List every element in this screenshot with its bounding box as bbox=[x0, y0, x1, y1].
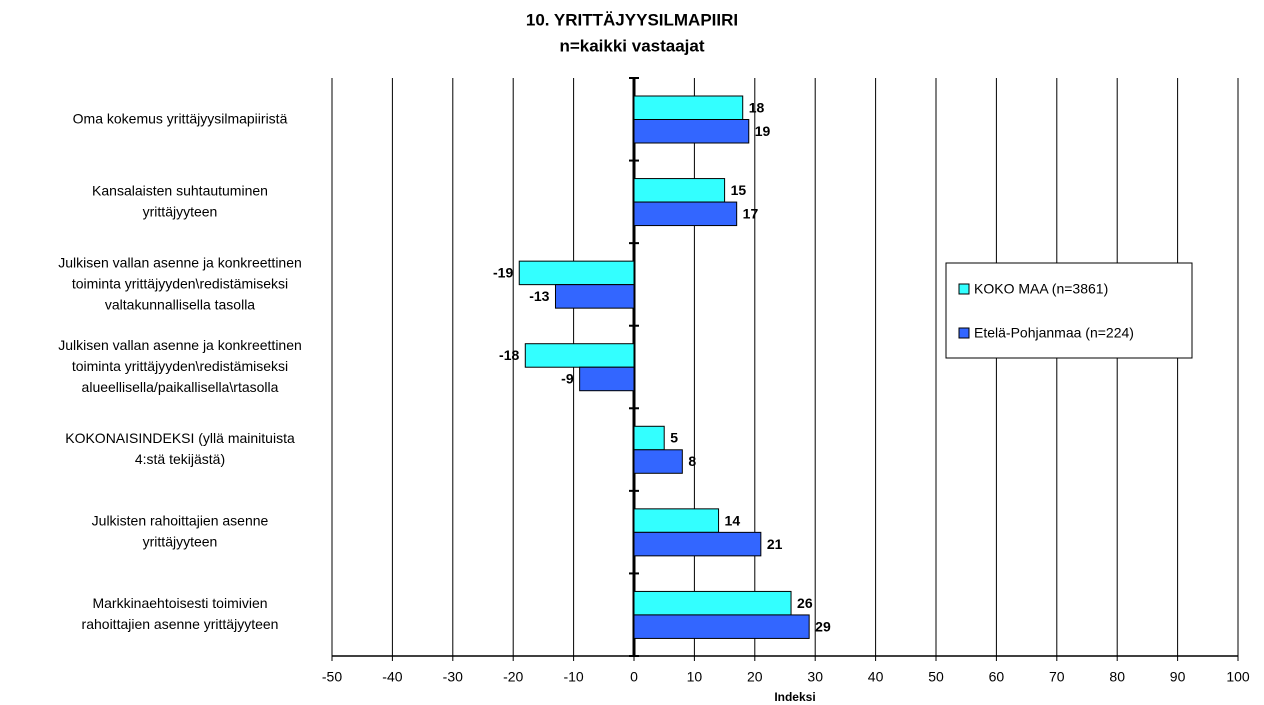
bar bbox=[524, 343, 635, 368]
bar bbox=[518, 260, 635, 286]
data-label: 8 bbox=[688, 453, 696, 469]
bar bbox=[633, 449, 683, 474]
data-label: 21 bbox=[767, 536, 783, 552]
x-tick-label: 100 bbox=[1226, 669, 1250, 685]
bar bbox=[633, 178, 726, 203]
data-label: 17 bbox=[743, 206, 759, 222]
data-label: -9 bbox=[561, 371, 574, 387]
data-label: 14 bbox=[725, 512, 741, 528]
x-tick-label: -20 bbox=[503, 669, 523, 685]
x-tick-label: 70 bbox=[1049, 669, 1065, 685]
legend-label: Etelä-Pohjanmaa (n=224) bbox=[974, 325, 1134, 341]
x-tick-label: -10 bbox=[563, 669, 583, 685]
x-tick-label: 40 bbox=[868, 669, 884, 685]
x-tick-label: 0 bbox=[630, 669, 638, 685]
x-tick-label: -50 bbox=[322, 669, 342, 685]
bar bbox=[579, 366, 635, 392]
y-tick-label: Julkisen vallan asenne ja konkreettinen t… bbox=[58, 337, 302, 395]
x-tick-label: 90 bbox=[1170, 669, 1186, 685]
x-tick-label: -40 bbox=[382, 669, 402, 685]
x-tick-label: 10 bbox=[687, 669, 703, 685]
bar bbox=[633, 531, 762, 557]
x-tick-label: 20 bbox=[747, 669, 763, 685]
data-label: -13 bbox=[529, 288, 549, 304]
x-axis-label: Indeksi bbox=[774, 690, 815, 704]
bar bbox=[633, 425, 665, 451]
legend-box bbox=[945, 262, 1193, 359]
legend-swatch bbox=[958, 283, 970, 295]
data-label: 19 bbox=[755, 123, 771, 139]
data-label: 29 bbox=[815, 618, 831, 634]
x-tick-label: 60 bbox=[989, 669, 1005, 685]
bar bbox=[633, 614, 810, 639]
bar bbox=[633, 201, 738, 227]
x-tick-label: 80 bbox=[1109, 669, 1125, 685]
bar bbox=[633, 508, 720, 533]
y-tick-label: Julkisten rahoittajien asenne yrittäjyyte… bbox=[92, 512, 269, 549]
y-tick-label: KOKONAISINDEKSI (yllä mainituista 4:stä t… bbox=[65, 430, 295, 467]
bar bbox=[633, 95, 744, 120]
legend-label: KOKO MAA (n=3861) bbox=[974, 281, 1108, 297]
data-label: 5 bbox=[670, 430, 678, 446]
x-tick-label: 30 bbox=[807, 669, 823, 685]
legend-swatch bbox=[958, 327, 970, 339]
y-tick-label: Markkinaehtoisesti toimivien rahoittajien… bbox=[82, 595, 279, 632]
data-label: -18 bbox=[499, 347, 519, 363]
bar bbox=[554, 284, 635, 309]
data-label: 18 bbox=[749, 99, 765, 115]
chart-subtitle: n=kaikki vastaajat bbox=[559, 36, 704, 55]
x-tick-label: 50 bbox=[928, 669, 944, 685]
data-label: 26 bbox=[797, 595, 813, 611]
y-tick-label: Julkisen vallan asenne ja konkreettinen t… bbox=[58, 254, 302, 312]
data-label: -19 bbox=[493, 265, 513, 281]
bar bbox=[633, 590, 792, 616]
y-tick-label: Kansalaisten suhtautuminen yrittäjyyteen bbox=[92, 182, 268, 219]
chart-title: 10. YRITTÄJYYSILMAPIIRI bbox=[526, 10, 738, 29]
x-tick-label: -30 bbox=[443, 669, 463, 685]
y-tick-label: Oma kokemus yrittäjyysilmapiiristä bbox=[73, 110, 288, 126]
bar bbox=[633, 119, 750, 144]
data-label: 15 bbox=[731, 182, 747, 198]
